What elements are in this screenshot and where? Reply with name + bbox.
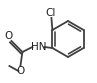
Text: O: O	[4, 31, 13, 41]
Text: O: O	[16, 66, 25, 76]
Text: HN: HN	[31, 42, 46, 52]
Text: Cl: Cl	[45, 8, 56, 18]
